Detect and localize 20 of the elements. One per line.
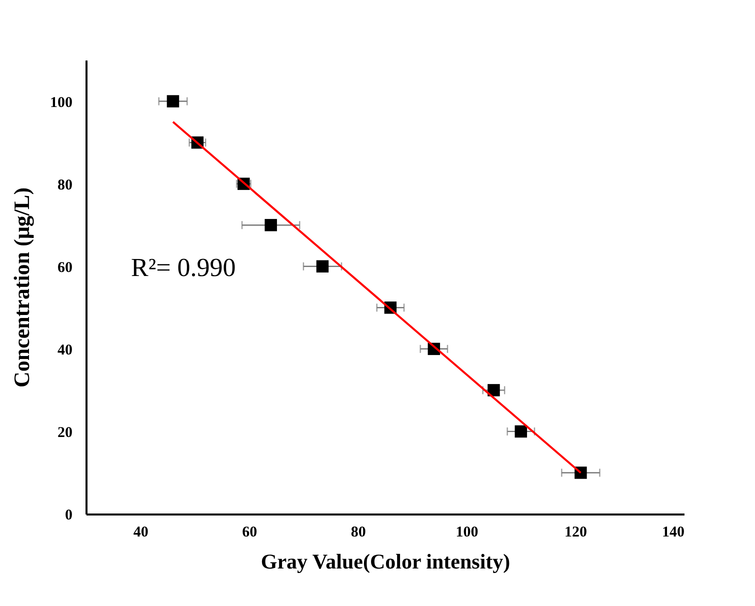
y-tick-label: 80 — [58, 177, 72, 194]
y-tick-label: 20 — [58, 424, 72, 441]
x-axis-title: Gray Value(Color intensity) — [260, 550, 510, 574]
annotation: R²= 0.990 — [131, 253, 236, 282]
y-tick-label: 100 — [50, 94, 72, 111]
x-tick-label: 100 — [456, 524, 478, 540]
y-tick-label: 40 — [58, 342, 72, 358]
x-tick-label: 140 — [662, 524, 684, 540]
point — [166, 95, 180, 108]
x-tick-label: 40 — [133, 524, 148, 540]
point — [264, 218, 277, 232]
point — [514, 425, 528, 438]
y-axis-title: Concentration (μg/L) — [9, 187, 34, 388]
x-tick-label: 120 — [564, 524, 588, 540]
x-tick-label: 80 — [350, 524, 366, 540]
y-tick-label: 60 — [58, 260, 72, 276]
x-tick-label: 60 — [242, 524, 258, 540]
point — [488, 384, 500, 396]
y-tick-label: 0 — [65, 508, 72, 524]
point — [316, 260, 329, 272]
